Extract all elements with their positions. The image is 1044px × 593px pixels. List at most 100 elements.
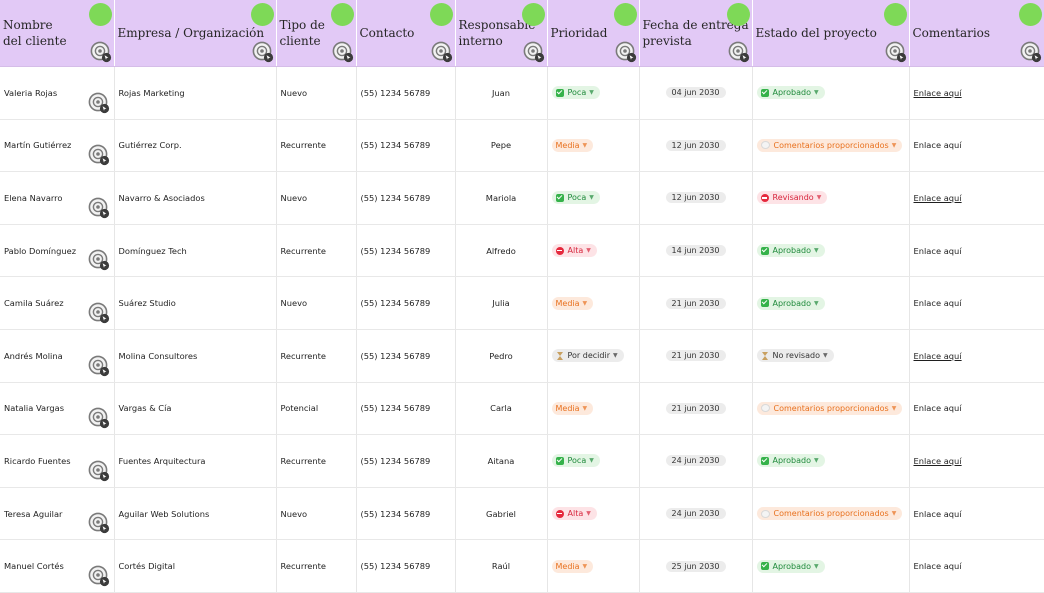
client-name-cell[interactable]: Manuel Cortés: [0, 539, 115, 593]
green-dot-icon[interactable]: [613, 3, 637, 26]
date-chip[interactable]: 24 jun 2030: [665, 455, 726, 467]
click-target-icon[interactable]: [615, 41, 637, 63]
click-target-icon[interactable]: [88, 92, 110, 114]
client-name-cell[interactable]: Pablo Domínguez: [0, 224, 115, 278]
priority-dropdown[interactable]: Media ▼: [551, 138, 594, 152]
priority-dropdown[interactable]: Por decidir ▼: [551, 349, 624, 363]
status-dropdown[interactable]: Comentarios proporcionados ▼: [756, 507, 903, 521]
column-header-nombre-del-cliente[interactable]: Nombre del cliente: [0, 0, 115, 67]
click-target-icon[interactable]: [1020, 41, 1042, 63]
table-row[interactable]: Elena Navarro Navarro & Asociados Nuevo (55…: [0, 171, 1044, 225]
column-header-fecha-de-entrega-prevista[interactable]: Fecha de entrega prevista: [639, 0, 753, 67]
client-name-cell[interactable]: Ricardo Fuentes: [0, 434, 115, 488]
click-target-icon[interactable]: [431, 41, 453, 63]
contact-cell[interactable]: (55) 1234 56789: [356, 66, 456, 120]
status-dropdown[interactable]: Aprobado ▼: [756, 559, 825, 573]
status-cell[interactable]: Aprobado ▼: [752, 276, 910, 330]
green-dot-icon[interactable]: [330, 3, 354, 26]
column-header-contacto[interactable]: Contacto: [356, 0, 456, 67]
green-dot-icon[interactable]: [521, 3, 545, 26]
client-name-cell[interactable]: Valeria Rojas: [0, 66, 115, 120]
comment-link[interactable]: Enlace aquí: [913, 192, 962, 203]
due-date-cell[interactable]: 12 jun 2030: [639, 171, 753, 225]
date-chip[interactable]: 12 jun 2030: [665, 139, 726, 151]
client-type-cell[interactable]: Recurrente: [276, 224, 357, 278]
priority-cell[interactable]: Alta ▼: [547, 487, 640, 541]
status-cell[interactable]: No revisado ▼: [752, 329, 910, 383]
status-dropdown[interactable]: Comentarios proporcionados ▼: [756, 401, 903, 415]
status-cell[interactable]: Aprobado ▼: [752, 224, 910, 278]
client-type-cell[interactable]: Recurrente: [276, 119, 357, 173]
green-dot-icon[interactable]: [429, 3, 453, 26]
priority-cell[interactable]: Poca ▼: [547, 66, 640, 120]
due-date-cell[interactable]: 04 jun 2030: [639, 66, 753, 120]
company-cell[interactable]: Gutiérrez Corp.: [114, 119, 277, 173]
company-cell[interactable]: Molina Consultores: [114, 329, 277, 383]
company-cell[interactable]: Domínguez Tech: [114, 224, 277, 278]
priority-cell[interactable]: Media ▼: [547, 276, 640, 330]
company-cell[interactable]: Vargas & Cía: [114, 382, 277, 436]
contact-cell[interactable]: (55) 1234 56789: [356, 487, 456, 541]
status-dropdown[interactable]: Aprobado ▼: [756, 86, 825, 100]
green-dot-icon[interactable]: [88, 3, 112, 26]
client-name-cell[interactable]: Natalia Vargas: [0, 382, 115, 436]
comment-cell[interactable]: Enlace aquí: [909, 434, 1044, 488]
priority-cell[interactable]: Alta ▼: [547, 224, 640, 278]
comment-cell[interactable]: Enlace aquí: [909, 382, 1044, 436]
contact-cell[interactable]: (55) 1234 56789: [356, 382, 456, 436]
client-name-cell[interactable]: Elena Navarro: [0, 171, 115, 225]
priority-dropdown[interactable]: Alta ▼: [551, 244, 597, 258]
contact-cell[interactable]: (55) 1234 56789: [356, 171, 456, 225]
due-date-cell[interactable]: 21 jun 2030: [639, 329, 753, 383]
comment-cell[interactable]: Enlace aquí: [909, 539, 1044, 593]
due-date-cell[interactable]: 12 jun 2030: [639, 119, 753, 173]
click-target-icon[interactable]: [88, 302, 110, 324]
owner-cell[interactable]: Pepe: [455, 119, 548, 173]
click-target-icon[interactable]: [88, 565, 110, 587]
click-target-icon[interactable]: [252, 41, 274, 63]
click-target-icon[interactable]: [332, 41, 354, 63]
comment-cell[interactable]: Enlace aquí: [909, 276, 1044, 330]
priority-dropdown[interactable]: Media ▼: [551, 559, 594, 573]
click-target-icon[interactable]: [523, 41, 545, 63]
click-target-icon[interactable]: [88, 197, 110, 219]
client-type-cell[interactable]: Potencial: [276, 382, 357, 436]
priority-cell[interactable]: Poca ▼: [547, 434, 640, 488]
date-chip[interactable]: 14 jun 2030: [665, 245, 726, 257]
table-row[interactable]: Pablo Domínguez Domínguez Tech Recurrente (…: [0, 224, 1044, 278]
contact-cell[interactable]: (55) 1234 56789: [356, 276, 456, 330]
column-header-prioridad[interactable]: Prioridad: [547, 0, 640, 67]
click-target-icon[interactable]: [88, 512, 110, 534]
table-row[interactable]: Natalia Vargas Vargas & Cía Potencial (55) …: [0, 382, 1044, 436]
table-row[interactable]: Valeria Rojas Rojas Marketing Nuevo (55) 12…: [0, 66, 1044, 120]
status-dropdown[interactable]: Aprobado ▼: [756, 454, 825, 468]
due-date-cell[interactable]: 24 jun 2030: [639, 487, 753, 541]
due-date-cell[interactable]: 21 jun 2030: [639, 382, 753, 436]
contact-cell[interactable]: (55) 1234 56789: [356, 224, 456, 278]
priority-cell[interactable]: Por decidir ▼: [547, 329, 640, 383]
client-name-cell[interactable]: Camila Suárez: [0, 276, 115, 330]
company-cell[interactable]: Fuentes Arquitectura: [114, 434, 277, 488]
green-dot-icon[interactable]: [250, 3, 274, 26]
comment-cell[interactable]: Enlace aquí: [909, 487, 1044, 541]
column-header-empresa-organizacion[interactable]: Empresa / Organización: [114, 0, 277, 67]
owner-cell[interactable]: Gabriel: [455, 487, 548, 541]
company-cell[interactable]: Suárez Studio: [114, 276, 277, 330]
comment-cell[interactable]: Enlace aquí: [909, 171, 1044, 225]
green-dot-icon[interactable]: [883, 3, 907, 26]
click-target-icon[interactable]: [88, 407, 110, 429]
company-cell[interactable]: Cortés Digital: [114, 539, 277, 593]
click-target-icon[interactable]: [88, 460, 110, 482]
client-name-cell[interactable]: Teresa Aguilar: [0, 487, 115, 541]
owner-cell[interactable]: Alfredo: [455, 224, 548, 278]
click-target-icon[interactable]: [88, 249, 110, 271]
priority-dropdown[interactable]: Poca ▼: [551, 191, 600, 205]
client-type-cell[interactable]: Nuevo: [276, 276, 357, 330]
owner-cell[interactable]: Pedro: [455, 329, 548, 383]
status-cell[interactable]: Revisando ▼: [752, 171, 910, 225]
table-row[interactable]: Martín Gutiérrez Gutiérrez Corp. Recurrent…: [0, 119, 1044, 173]
status-cell[interactable]: Aprobado ▼: [752, 66, 910, 120]
owner-cell[interactable]: Julia: [455, 276, 548, 330]
comment-link[interactable]: Enlace aquí: [913, 87, 962, 98]
contact-cell[interactable]: (55) 1234 56789: [356, 434, 456, 488]
